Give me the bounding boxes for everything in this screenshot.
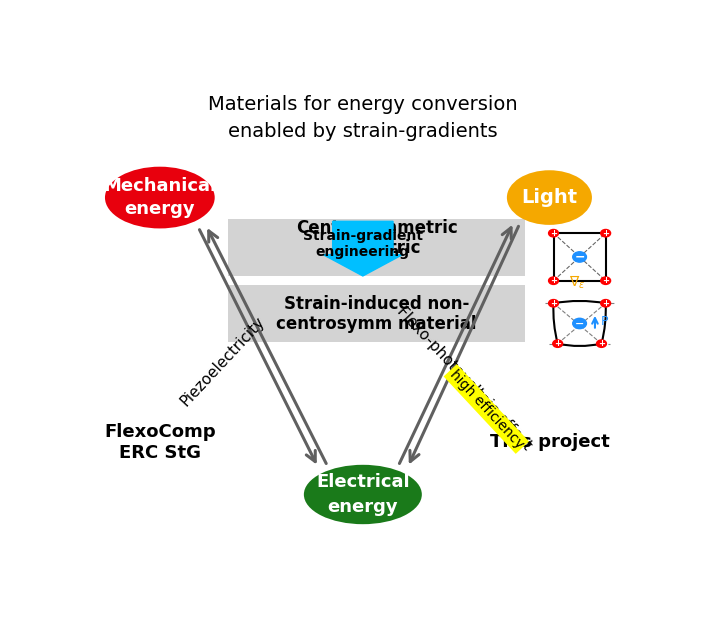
Text: +: + [550, 229, 557, 238]
Ellipse shape [105, 167, 215, 228]
Text: +: + [602, 229, 609, 238]
Text: Piezoelectricity: Piezoelectricity [178, 314, 268, 409]
Bar [229, 276, 525, 286]
Ellipse shape [573, 318, 586, 329]
Bar [229, 286, 525, 342]
Text: FlexoComp
ERC StG: FlexoComp ERC StG [104, 423, 216, 462]
Ellipse shape [600, 277, 610, 284]
Ellipse shape [549, 277, 559, 284]
Text: This project: This project [489, 433, 610, 451]
Text: +: + [598, 339, 605, 348]
Text: Light: Light [521, 188, 578, 207]
Text: Strain-induced non-
centrosymm material: Strain-induced non- centrosymm material [276, 294, 476, 333]
Ellipse shape [573, 252, 586, 262]
Ellipse shape [600, 230, 610, 237]
Text: Strain-gradient
engineering: Strain-gradient engineering [303, 229, 423, 259]
Text: Electrical
energy: Electrical energy [316, 473, 410, 516]
Text: Materials for energy conversion
enabled by strain-gradients: Materials for energy conversion enabled … [208, 96, 518, 141]
Text: +: + [554, 339, 561, 348]
Text: +: + [550, 276, 557, 285]
Text: Mechanical
energy: Mechanical energy [103, 176, 217, 218]
Text: Centrosymmetric
dielectric: Centrosymmetric dielectric [296, 218, 457, 257]
Ellipse shape [549, 230, 559, 237]
Text: −: − [574, 251, 585, 263]
FancyArrow shape [323, 222, 403, 276]
Text: +: + [602, 276, 609, 285]
Bar [554, 233, 605, 281]
Ellipse shape [600, 299, 610, 307]
PathPatch shape [554, 301, 606, 346]
Text: −: − [575, 318, 584, 328]
Text: Flexo-photovoltaic effect: Flexo-photovoltaic effect [394, 304, 535, 453]
Text: +: + [550, 299, 557, 308]
Text: $\nabla_\varepsilon$: $\nabla_\varepsilon$ [569, 274, 585, 291]
Ellipse shape [553, 340, 563, 347]
Ellipse shape [304, 465, 422, 524]
Text: high efficiency: high efficiency [447, 367, 526, 451]
Text: P: P [600, 315, 608, 328]
Bar [229, 219, 525, 276]
Text: +: + [602, 299, 609, 308]
Ellipse shape [549, 299, 559, 307]
Ellipse shape [597, 340, 607, 347]
Ellipse shape [507, 170, 592, 225]
